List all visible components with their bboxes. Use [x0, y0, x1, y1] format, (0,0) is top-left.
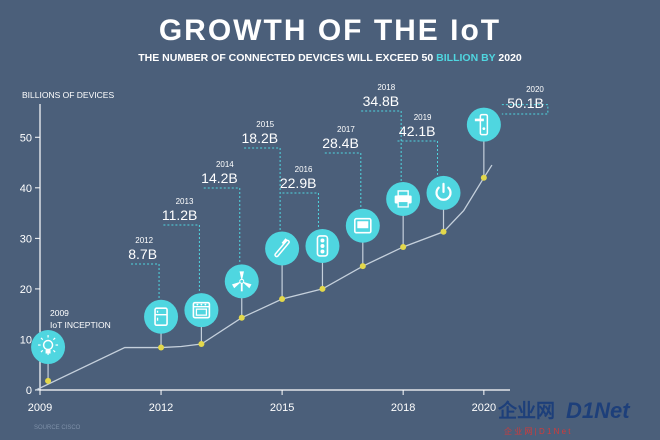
point-2018	[400, 243, 407, 250]
chart-title: GROWTH OF THE IoT	[159, 14, 501, 47]
leader-2013	[163, 224, 200, 293]
power-icon	[435, 182, 452, 201]
series	[35, 164, 493, 391]
x-tick-label: 2018	[391, 402, 415, 414]
x-tick-label: 2015	[270, 402, 294, 414]
year-label-2019: 2019	[414, 113, 432, 122]
leader-2018	[361, 110, 402, 181]
source-note: SOURCE CISCO	[34, 425, 81, 431]
y-tick-label: 10	[20, 334, 32, 346]
year-label-2016: 2016	[295, 165, 313, 174]
value-label-2020: 50.1B	[507, 95, 544, 111]
subtitle-accent: BILLION BY	[436, 52, 495, 64]
value-label-2019: 42.1B	[399, 123, 436, 139]
year-label-2014: 2014	[216, 160, 234, 169]
value-label-2017: 28.4B	[322, 135, 359, 151]
toothbrush-icon	[274, 238, 290, 258]
leader-2017	[324, 152, 362, 208]
door-lock-icon	[474, 113, 489, 136]
point-2015	[279, 296, 286, 303]
milestone-2009: 2009 IoT INCEPTION	[31, 308, 111, 384]
year-label-2018: 2018	[377, 83, 395, 92]
subtitle-pre: THE NUMBER OF CONNECTED DEVICES WILL EXC…	[138, 52, 436, 64]
point-2009	[45, 377, 52, 384]
year-label-2012: 2012	[135, 236, 153, 245]
year-label-2017: 2017	[337, 125, 355, 134]
point-2016	[319, 285, 326, 292]
point-2013	[198, 341, 205, 348]
value-label-2015: 18.2B	[242, 130, 279, 146]
leader-2012	[131, 263, 160, 299]
fridge-icon	[154, 307, 168, 327]
point-2017	[359, 263, 366, 270]
watermark-sub: 企 业 网 | D 1 N e t	[504, 426, 571, 436]
leader-2014	[203, 187, 241, 264]
point-2012	[158, 344, 165, 351]
value-label-2014: 14.2B	[201, 170, 238, 186]
x-tick-label: 2020	[472, 402, 496, 414]
wind-turbine-icon	[231, 271, 252, 292]
value-label-2016: 22.9B	[280, 175, 317, 191]
leader-2019	[397, 140, 439, 175]
watermark-part2: D1Net	[566, 398, 631, 423]
point-2020	[480, 174, 487, 181]
lightbulb-icon	[38, 335, 59, 356]
milestone-label-2009: IoT INCEPTION	[50, 320, 111, 330]
y-axis-label: BILLIONS OF DEVICES	[22, 90, 114, 100]
year-label-2015: 2015	[256, 120, 274, 129]
icon-bubble-2012	[144, 299, 179, 334]
watermark-part1: 企业网	[497, 399, 555, 422]
value-label-2018: 34.8B	[363, 93, 400, 109]
traffic-light-icon	[316, 235, 329, 257]
y-tick-label: 50	[20, 132, 32, 144]
subtitle-post: 2020	[495, 52, 521, 64]
point-2019	[440, 228, 447, 235]
oven-icon	[192, 301, 211, 319]
chart-subtitle: THE NUMBER OF CONNECTED DEVICES WILL EXC…	[138, 52, 522, 64]
printer-icon	[394, 190, 412, 208]
icon-bubble-2015	[265, 231, 300, 266]
y-tick-label: 40	[20, 183, 32, 195]
point-2014	[238, 314, 245, 321]
axes: 0 10 20 30 40 50 2009 2012 2015 2018 2020	[20, 104, 510, 414]
growth-line	[35, 164, 493, 391]
y-tick-label: 30	[20, 233, 32, 245]
icon-bubble-2009	[31, 330, 66, 365]
icon-bubble-2020	[466, 107, 501, 142]
y-tick-label: 0	[26, 385, 32, 397]
watermark-logo: 企业网 D1Net 企 业 网 | D 1 N e t	[497, 398, 631, 436]
x-tick-label: 2012	[149, 402, 173, 414]
year-label-2020: 2020	[526, 85, 544, 94]
y-tick-label: 20	[20, 284, 32, 296]
value-label-2012: 8.7B	[128, 246, 157, 262]
x-tick-label: 2009	[28, 402, 52, 414]
icon-bubble-2013	[184, 293, 219, 328]
year-label-2009: 2009	[50, 308, 69, 318]
leader-2015	[244, 147, 281, 231]
tablet-icon	[354, 217, 372, 234]
leader-2016	[282, 192, 319, 228]
value-label-2013: 11.2B	[162, 207, 198, 223]
year-label-2013: 2013	[176, 197, 194, 206]
